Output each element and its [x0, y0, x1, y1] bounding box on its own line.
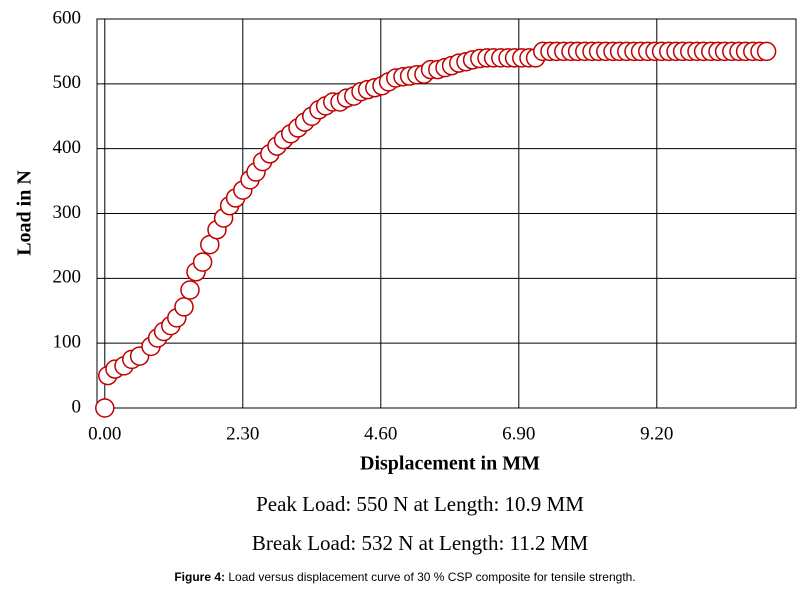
x-tick-label: 4.60: [364, 423, 397, 444]
data-point: [756, 41, 777, 62]
y-tick-label: 300: [53, 202, 82, 223]
plot-frame: [96, 18, 797, 409]
y-tick-label: 500: [53, 72, 82, 93]
annotation: Break Load: 532 N at Length: 11.2 MM: [252, 531, 589, 555]
x-tick-label: 0.00: [88, 423, 121, 444]
caption-text: Load versus displacement curve of 30 % C…: [228, 570, 635, 584]
x-axis-title: Displacement in MM: [360, 453, 540, 475]
caption-label: Figure 4:: [174, 570, 225, 584]
data-point: [192, 252, 213, 272]
annotation: Peak Load: 550 N at Length: 10.9 MM: [256, 492, 584, 516]
caption: Figure 4: Load versus displacement curve…: [174, 570, 635, 584]
data-point: [95, 398, 115, 418]
x-tick-label: 2.30: [226, 423, 259, 444]
y-tick-label: 0: [72, 396, 82, 417]
y-tick-label: 600: [53, 7, 82, 28]
y-tick-label: 100: [53, 332, 82, 353]
x-tick-label: 9.20: [640, 423, 673, 444]
data-point: [180, 280, 200, 300]
y-tick-label: 400: [53, 137, 82, 158]
y-tick-label: 200: [53, 267, 82, 288]
y-axis-title: Load in N: [14, 170, 36, 256]
data-point: [174, 297, 194, 317]
x-tick-label: 6.90: [502, 423, 535, 444]
